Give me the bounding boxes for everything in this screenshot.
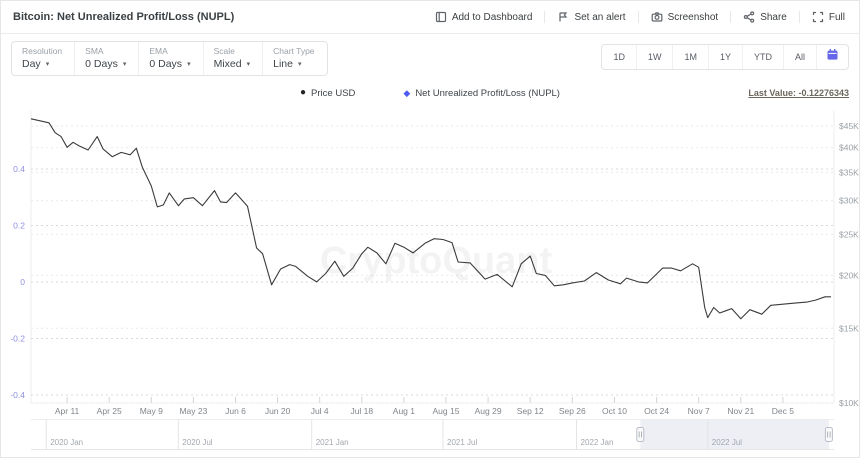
svg-text:Jul 18: Jul 18 — [350, 406, 373, 416]
fullscreen-button[interactable]: Full — [798, 11, 847, 23]
svg-text:-0.2: -0.2 — [10, 334, 25, 344]
svg-text:Aug 1: Aug 1 — [393, 406, 415, 416]
chevron-down-icon: ▾ — [187, 61, 191, 68]
time-range-group: 1D 1W 1M 1Y YTD All — [601, 44, 849, 70]
svg-text:Nov 21: Nov 21 — [727, 406, 754, 416]
range-all-button[interactable]: All — [784, 45, 817, 69]
svg-text:Sep 26: Sep 26 — [559, 406, 586, 416]
y-axis-right-labels: $45K $40K $35K $30K $25K $20K $15K $10K — [839, 121, 859, 408]
set-alert-button[interactable]: Set an alert — [544, 11, 637, 23]
svg-text:$20K: $20K — [839, 270, 859, 280]
chevron-down-icon: ▾ — [297, 61, 302, 68]
dashboard-icon — [435, 11, 447, 23]
alert-icon — [557, 11, 569, 23]
add-to-dashboard-button[interactable]: Add to Dashboard — [423, 11, 545, 23]
svg-text:2021 Jan: 2021 Jan — [316, 438, 349, 447]
svg-text:$15K: $15K — [839, 323, 859, 333]
svg-text:Aug 29: Aug 29 — [475, 406, 502, 416]
chevron-down-icon: ▾ — [45, 61, 50, 68]
gridlines — [31, 125, 834, 404]
range-1w-button[interactable]: 1W — [637, 45, 674, 69]
screenshot-button[interactable]: Screenshot — [637, 11, 731, 23]
navigator-handle-left[interactable] — [636, 427, 645, 442]
circle-marker-icon: ● — [300, 87, 307, 98]
range-1m-button[interactable]: 1M — [673, 45, 709, 69]
svg-text:May 9: May 9 — [140, 406, 163, 416]
svg-text:0: 0 — [20, 277, 25, 287]
svg-text:Jul 4: Jul 4 — [311, 406, 329, 416]
svg-text:Sep 12: Sep 12 — [517, 406, 544, 416]
calendar-icon — [826, 48, 839, 66]
watermark: CryptoQuant — [320, 240, 553, 282]
chart-type-dropdown[interactable]: Chart Type Line ▾ — [273, 46, 315, 70]
price-usd-line — [30, 118, 831, 320]
chart-settings-group: Resolution Day ▾ SMA 0 Days ▾ EMA 0 Days ▾ … — [11, 41, 328, 76]
svg-text:$45K: $45K — [839, 121, 859, 131]
svg-text:2022 Jul: 2022 Jul — [712, 438, 742, 447]
share-button[interactable]: Share — [730, 11, 799, 23]
svg-text:$30K: $30K — [839, 196, 859, 206]
page-title: Bitcoin: Net Unrealized Profit/Loss (NUP… — [13, 11, 235, 23]
diamond-marker-icon: ◆ — [403, 87, 411, 98]
range-1d-button[interactable]: 1D — [602, 45, 637, 69]
camera-icon — [651, 11, 663, 23]
svg-text:2020 Jan: 2020 Jan — [50, 438, 83, 447]
navigator[interactable]: 2020 Jan 2020 Jul 2021 Jan 2021 Jul 2022 Jan… — [1, 419, 860, 453]
calendar-range-button[interactable] — [817, 48, 848, 66]
ema-dropdown[interactable]: EMA 0 Days ▾ — [139, 42, 204, 75]
svg-text:Jun 20: Jun 20 — [265, 406, 291, 416]
svg-text:Nov 7: Nov 7 — [688, 406, 710, 416]
svg-text:Jun 6: Jun 6 — [225, 406, 246, 416]
svg-text:Dec 5: Dec 5 — [772, 406, 794, 416]
navigator-ticks: 2020 Jan 2020 Jul 2021 Jan 2021 Jul 2022 Jan… — [45, 419, 742, 450]
chart-legend: ● Price USD ◆ Net Unrealized Profit/Loss… — [1, 85, 859, 101]
svg-text:$40K: $40K — [839, 143, 859, 153]
y-axis-left-labels: 0.4 0.2 0 -0.2 -0.4 — [10, 164, 25, 400]
svg-text:May 23: May 23 — [179, 406, 207, 416]
main-chart[interactable]: CryptoQuant 0.4 0.2 0 -0.2 -0.4 $45K $40K $35K $3… — [1, 105, 860, 419]
svg-text:$25K: $25K — [839, 229, 859, 239]
toolbar: Resolution Day ▾ SMA 0 Days ▾ EMA 0 Days ▾ … — [11, 41, 849, 76]
svg-text:Oct 10: Oct 10 — [602, 406, 627, 416]
svg-text:0.2: 0.2 — [13, 221, 25, 231]
svg-text:Apr 11: Apr 11 — [55, 406, 80, 416]
last-value-link[interactable]: Last Value: -0.12276343 — [748, 88, 849, 98]
range-1y-button[interactable]: 1Y — [709, 45, 743, 69]
range-ytd-button[interactable]: YTD — [743, 45, 784, 69]
svg-text:Apr 25: Apr 25 — [97, 406, 122, 416]
svg-text:2021 Jul: 2021 Jul — [447, 438, 477, 447]
share-icon — [743, 11, 755, 23]
scale-dropdown[interactable]: Scale Mixed ▾ — [204, 42, 264, 75]
svg-text:2020 Jul: 2020 Jul — [182, 438, 212, 447]
sma-dropdown[interactable]: SMA 0 Days ▾ — [75, 42, 140, 75]
fullscreen-icon — [812, 11, 824, 23]
svg-text:Aug 15: Aug 15 — [433, 406, 460, 416]
legend-item-price[interactable]: ● Price USD — [300, 87, 356, 99]
navigator-handle-right[interactable] — [824, 427, 833, 442]
header-bar: Bitcoin: Net Unrealized Profit/Loss (NUP… — [1, 1, 859, 34]
chevron-down-icon: ▾ — [122, 61, 127, 68]
header-actions: Add to Dashboard Set an alert Screenshot… — [423, 11, 847, 23]
svg-text:Oct 24: Oct 24 — [644, 406, 669, 416]
svg-text:2022 Jan: 2022 Jan — [581, 438, 614, 447]
svg-text:0.4: 0.4 — [13, 164, 25, 174]
legend-item-nupl[interactable]: ◆ Net Unrealized Profit/Loss (NUPL) — [403, 87, 560, 99]
svg-text:-0.4: -0.4 — [10, 390, 25, 400]
navigator-selection[interactable] — [640, 419, 829, 450]
x-axis-labels: Apr 11 Apr 25 May 9 May 23 Jun 6 Jun 20 Jul 4 J… — [55, 397, 794, 416]
svg-text:$10K: $10K — [839, 398, 859, 408]
resolution-dropdown[interactable]: Resolution Day ▾ — [12, 42, 76, 75]
svg-text:$35K: $35K — [839, 167, 859, 177]
chevron-down-icon: ▾ — [246, 61, 251, 68]
